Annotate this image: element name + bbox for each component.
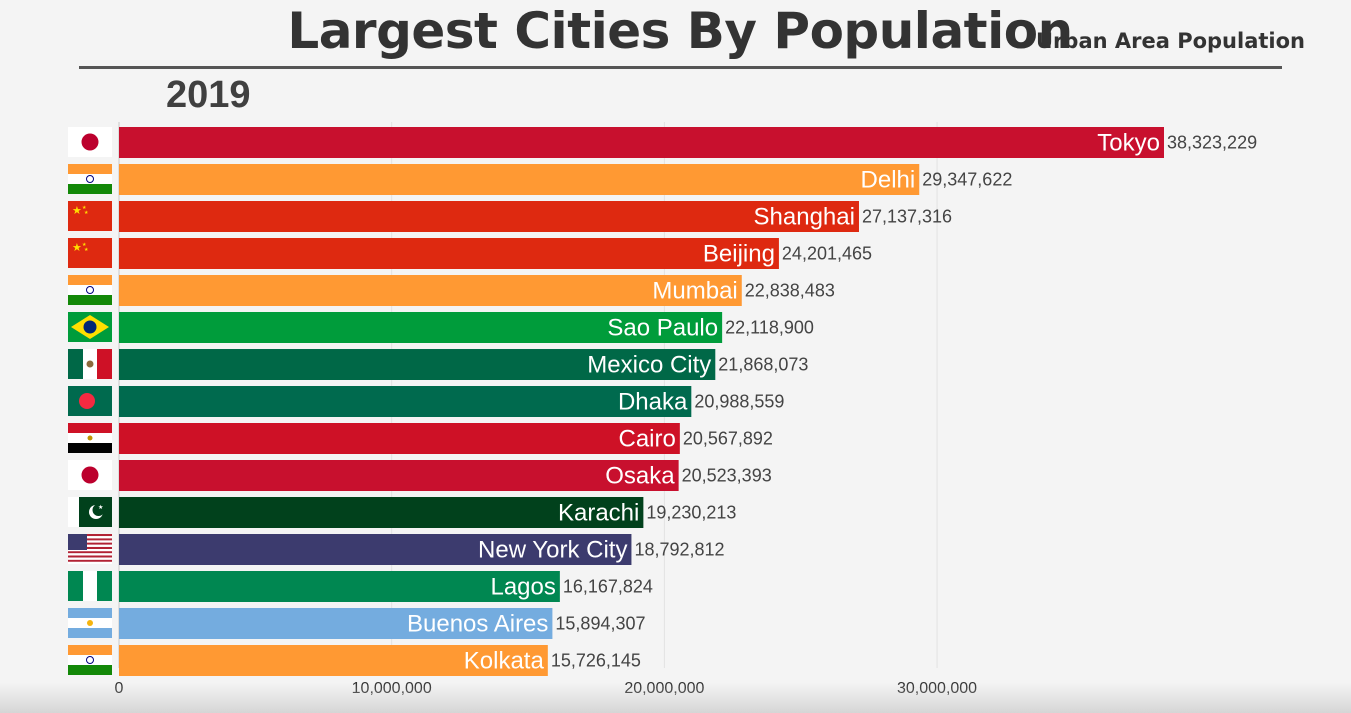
bar-label: Karachi <box>558 500 639 527</box>
bar-label: Beijing <box>703 241 775 268</box>
nigeria-flag-icon <box>68 571 112 601</box>
bar-label: Osaka <box>605 463 675 490</box>
value-label: 19,230,213 <box>646 503 736 523</box>
bar <box>119 534 632 565</box>
bar-label: Mexico City <box>587 352 711 379</box>
bar <box>119 164 920 195</box>
bar-row: Cairo 20,567,892 <box>68 423 773 454</box>
bar-label: Mumbai <box>652 278 737 305</box>
bar-row: Lagos 16,167,824 <box>68 571 653 602</box>
svg-text:★: ★ <box>72 242 82 254</box>
pakistan-flag-icon: ★ <box>68 497 112 527</box>
bar <box>119 349 716 380</box>
bar <box>119 645 548 676</box>
bar-label: Buenos Aires <box>407 611 548 638</box>
japan-flag-icon <box>68 127 112 157</box>
chart-subtitle: Urban Area Population <box>1036 29 1305 53</box>
value-label: 15,726,145 <box>551 651 641 671</box>
x-tick-label: 20,000,000 <box>624 680 704 697</box>
bar-row: Mexico City 21,868,073 <box>68 349 808 380</box>
bar <box>119 312 723 343</box>
china-flag-icon: ★ ★★ <box>68 238 112 268</box>
bar-row: Tokyo 38,323,229 <box>68 127 1257 158</box>
india-flag-icon <box>68 645 112 675</box>
value-label: 29,347,622 <box>922 170 1012 190</box>
india-flag-icon <box>68 275 112 305</box>
brazil-flag-icon <box>68 312 112 342</box>
value-label: 20,523,393 <box>682 466 772 486</box>
value-label: 24,201,465 <box>782 244 872 264</box>
bar <box>119 608 553 639</box>
bar-label: Kolkata <box>464 648 545 675</box>
bar-row: New York City 18,792,812 <box>68 534 725 565</box>
india-flag-icon <box>68 164 112 194</box>
value-label: 22,118,900 <box>725 318 814 338</box>
value-label: 18,792,812 <box>634 540 724 560</box>
bangladesh-flag-icon <box>68 386 112 416</box>
bar-label: New York City <box>478 537 627 564</box>
bar-label: Lagos <box>490 574 555 601</box>
bar-row: ★ ★★ Shanghai 27,137,316 <box>68 201 952 232</box>
chart-title: Largest Cities By Population <box>287 2 1073 60</box>
bar-row: Osaka 20,523,393 <box>68 460 772 491</box>
value-label: 16,167,824 <box>563 577 653 597</box>
svg-text:★: ★ <box>84 210 89 216</box>
x-tick-label: 30,000,000 <box>897 680 977 697</box>
bar-label: Shanghai <box>754 204 855 231</box>
egypt-flag-icon <box>68 423 112 453</box>
value-label: 38,323,229 <box>1167 133 1257 153</box>
mexico-flag-icon <box>68 349 112 379</box>
value-label: 27,137,316 <box>862 207 952 227</box>
value-label: 20,567,892 <box>683 429 773 449</box>
svg-text:★: ★ <box>72 205 82 217</box>
svg-text:★: ★ <box>84 247 89 253</box>
bar <box>119 238 779 269</box>
bar-row: Sao Paulo 22,118,900 <box>68 312 814 343</box>
bar-label: Sao Paulo <box>607 315 718 342</box>
bar <box>119 201 859 232</box>
bar-label: Cairo <box>618 426 675 453</box>
title-divider <box>79 66 1282 69</box>
svg-text:★: ★ <box>82 205 87 211</box>
usa-flag-icon <box>68 534 112 564</box>
svg-text:★: ★ <box>98 504 103 511</box>
bar <box>119 386 692 417</box>
bar <box>119 497 644 528</box>
bar-row: Kolkata 15,726,145 <box>68 645 641 676</box>
value-label: 15,894,307 <box>555 614 645 634</box>
svg-text:★: ★ <box>82 242 87 248</box>
bar <box>119 460 679 491</box>
bar-row: ★ Karachi 19,230,213 <box>68 497 736 528</box>
japan-flag-icon <box>68 460 112 490</box>
bar-row: Dhaka 20,988,559 <box>68 386 784 417</box>
bar-label: Dhaka <box>618 389 688 416</box>
bar-label: Delhi <box>861 167 916 194</box>
bar-label: Tokyo <box>1097 130 1160 157</box>
china-flag-icon: ★ ★★ <box>68 201 112 231</box>
x-tick-label: 10,000,000 <box>352 680 432 697</box>
year-label: 2019 <box>166 74 251 116</box>
value-label: 22,838,483 <box>745 281 835 301</box>
value-label: 20,988,559 <box>694 392 784 412</box>
bar <box>119 127 1164 158</box>
bar <box>119 571 560 602</box>
value-label: 21,868,073 <box>718 355 808 375</box>
argentina-flag-icon <box>68 608 112 638</box>
bar-row: Buenos Aires 15,894,307 <box>68 608 646 639</box>
bar-row: ★ ★★ Beijing 24,201,465 <box>68 238 872 269</box>
bar-row: Mumbai 22,838,483 <box>68 275 835 306</box>
bar <box>119 423 680 454</box>
x-tick-label: 0 <box>115 680 124 697</box>
bar-row: Delhi 29,347,622 <box>68 164 1012 195</box>
bar <box>119 275 742 306</box>
